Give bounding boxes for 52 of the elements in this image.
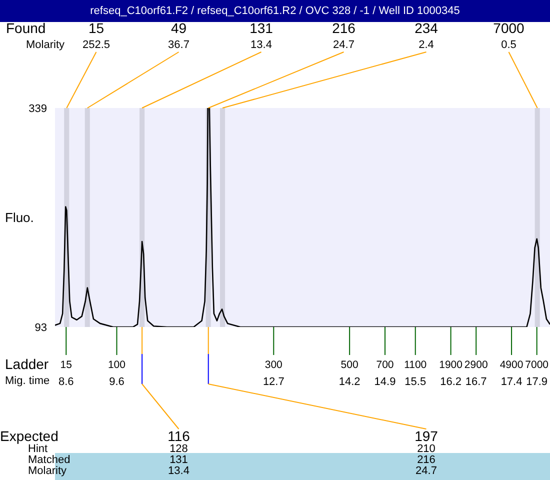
text: 13.4 <box>250 39 272 51</box>
text: Hint <box>28 443 48 455</box>
text: Expected <box>0 428 58 444</box>
text: 700 <box>376 359 394 371</box>
text: 234 <box>414 20 438 36</box>
y-axis-title: Fluo. <box>5 210 34 225</box>
text: 300 <box>264 359 283 371</box>
text: 1100 <box>404 359 427 371</box>
text: 128 <box>170 443 188 455</box>
text: 7000 <box>525 359 549 371</box>
text: Molarity <box>26 39 66 51</box>
x-tick-label: 16.7 <box>465 376 487 388</box>
text: 4900 <box>500 359 524 371</box>
text: 131 <box>250 20 274 36</box>
text: 7000 <box>493 20 525 36</box>
x-tick-label: 9.6 <box>109 376 124 388</box>
text: 15 <box>88 20 104 36</box>
text: 13.4 <box>168 465 190 477</box>
y-tick-label: 339 <box>28 102 47 115</box>
text: 1900 <box>439 359 463 371</box>
text: 15 <box>60 359 72 371</box>
text: 131 <box>170 454 188 466</box>
text: 100 <box>108 359 126 371</box>
x-tick-label: 14.2 <box>338 376 360 388</box>
text: 210 <box>417 443 436 455</box>
text: 2.4 <box>418 39 434 51</box>
x-tick-label: 16.2 <box>440 376 462 388</box>
text: 49 <box>170 20 187 36</box>
text: 0.5 <box>501 39 516 51</box>
x-tick-label: 14.9 <box>374 376 396 388</box>
text: 36.7 <box>168 39 190 51</box>
x-tick-label: 12.7 <box>262 376 284 388</box>
text: Found <box>6 20 46 36</box>
text: 500 <box>340 359 358 371</box>
text: 216 <box>417 454 436 466</box>
text: Matched <box>28 454 70 466</box>
text: 24.7 <box>333 39 354 51</box>
x-tick-label: 17.9 <box>526 376 548 388</box>
text: Ladder <box>5 356 49 372</box>
x-axis-title: Mig. time <box>5 375 50 387</box>
x-tick-label: 17.4 <box>500 376 522 388</box>
text: 2900 <box>464 359 488 371</box>
text: Molarity <box>28 465 68 477</box>
text: 116 <box>168 428 190 444</box>
y-tick-label: 93 <box>34 322 47 334</box>
text: 197 <box>414 428 438 444</box>
chart-title: refseq_C10orf61.F2 / refseq_C10orf61.R2 / OVC 328 / -1 / Well ID 1000345 <box>90 5 460 17</box>
text: 216 <box>332 20 356 36</box>
x-tick-label: 15.5 <box>404 376 426 388</box>
text: 24.7 <box>416 465 437 477</box>
text: 252.5 <box>82 39 110 51</box>
x-tick-label: 8.6 <box>58 376 74 388</box>
